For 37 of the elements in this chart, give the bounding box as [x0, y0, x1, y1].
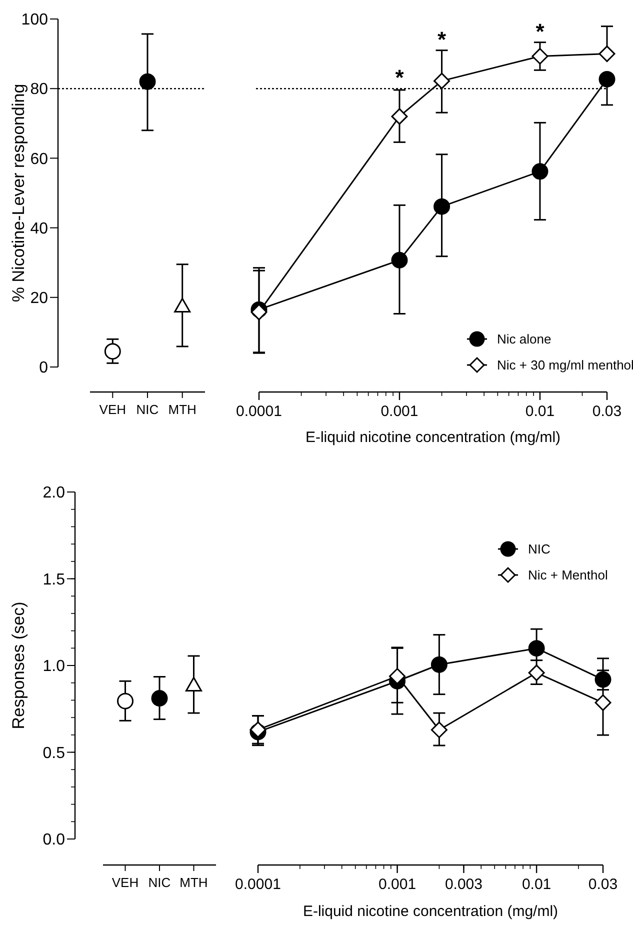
y-tick-label: 100 [21, 12, 48, 29]
legend-label: Nic alone [497, 332, 552, 347]
x-tick-label: 0.01 [525, 403, 555, 420]
x-tick-label: 0.0001 [236, 403, 282, 420]
legend-label: Nic + 30 mg/ml menthol [497, 358, 633, 373]
annotation: * [395, 65, 404, 90]
y-tick-label: 0.5 [42, 744, 66, 762]
x-tick-label: MTH [180, 875, 208, 890]
x-tick-label: 0.001 [380, 403, 418, 420]
annotation: * [536, 19, 545, 44]
x-tick-label: 0.03 [588, 876, 618, 893]
x-tick-label: VEH [99, 402, 126, 417]
y-tick-label: 40 [30, 220, 48, 238]
y-tick-label: 0 [39, 360, 48, 377]
y-tick-label: 20 [30, 290, 48, 307]
y-tick-label: 0.0 [42, 832, 66, 849]
y-tick-label: 60 [30, 150, 48, 168]
x-tick-label: 0.01 [522, 876, 552, 893]
x-tick-label: NIC [148, 875, 171, 890]
x-axis-title: E-liquid nicotine concentration (mg/ml) [305, 429, 561, 446]
y-tick-label: 80 [30, 81, 48, 98]
legend-label: Nic + Menthol [528, 568, 608, 583]
y-tick-label: 1.0 [42, 658, 66, 676]
y-axis-title: Responses (sec) [9, 602, 28, 730]
x-tick-label: NIC [136, 402, 159, 417]
x-tick-label: 0.0001 [235, 876, 281, 893]
x-tick-label: 0.001 [378, 876, 416, 893]
x-tick-label: MTH [168, 402, 196, 417]
x-tick-label: 0.03 [592, 403, 622, 420]
y-tick-label: 1.5 [42, 571, 66, 588]
annotation: * [437, 27, 446, 52]
x-axis-title: E-liquid nicotine concentration (mg/ml) [302, 903, 558, 920]
legend-label: NIC [528, 542, 550, 557]
y-tick-label: 2.0 [42, 484, 66, 502]
x-tick-label: 0.003 [444, 876, 482, 893]
x-tick-label: VEH [112, 875, 139, 890]
y-axis-title: % Nicotine-Lever responding [9, 84, 28, 302]
